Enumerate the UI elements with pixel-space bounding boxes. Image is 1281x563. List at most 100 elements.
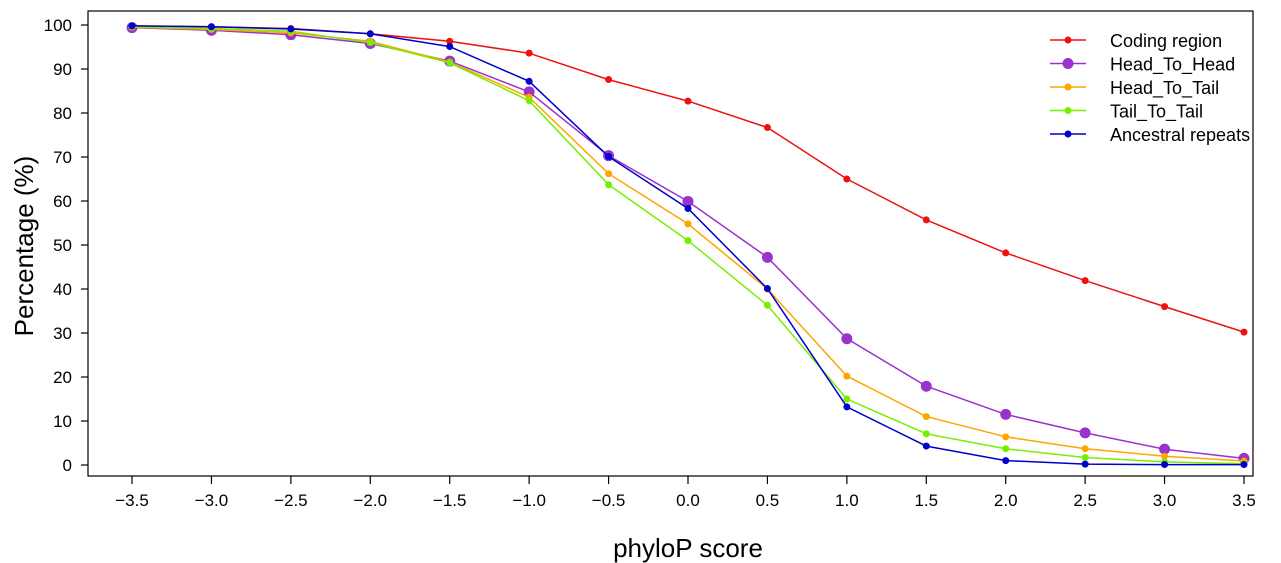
data-point (605, 76, 613, 84)
legend-marker (1064, 83, 1072, 91)
data-point (922, 413, 930, 421)
data-point (843, 175, 851, 183)
legend-marker (1064, 130, 1072, 138)
data-point (525, 49, 533, 57)
series-2 (128, 23, 1248, 465)
data-point (446, 43, 454, 51)
y-axis: 0 10 20 30 40 50 60 70 80 90 100 (44, 16, 88, 475)
legend-label: Head_To_Tail (1110, 78, 1219, 99)
x-axis-title: phyloP score (613, 533, 763, 563)
y-tick-label: 80 (53, 104, 72, 123)
data-point (763, 124, 771, 132)
data-point (684, 237, 692, 245)
data-point (446, 37, 454, 45)
x-axis: −3.5 −3.0 −2.5 −2.0 −1.5 −1.0 −0.5 0.0 0.5 1.0 1.5… (115, 476, 1256, 510)
data-point (1081, 454, 1089, 462)
y-tick-label: 40 (53, 280, 72, 299)
data-point (207, 23, 215, 31)
x-tick-label: 2.0 (994, 491, 1018, 510)
x-tick-label: −0.5 (592, 491, 626, 510)
series-line (131, 25, 1244, 466)
data-point (922, 442, 930, 450)
data-point (920, 380, 932, 392)
plot-frame (87, 10, 1254, 477)
x-tick-label: −1.0 (512, 491, 546, 510)
data-point (843, 403, 851, 411)
data-point (523, 86, 535, 98)
data-point (1240, 328, 1248, 336)
legend-label: Head_To_Head (1110, 55, 1235, 76)
y-tick-label: 100 (44, 16, 72, 35)
data-point (1161, 303, 1169, 311)
y-tick-label: 0 (63, 456, 72, 475)
data-point (1161, 452, 1169, 460)
y-tick-label: 30 (53, 324, 72, 343)
data-point (1240, 461, 1248, 469)
y-tick-label: 60 (53, 192, 72, 211)
data-point (841, 333, 853, 345)
x-tick-label: 0.5 (756, 491, 780, 510)
series-layer (126, 22, 1250, 469)
data-point (684, 97, 692, 105)
data-point (128, 22, 136, 30)
x-tick-label: 2.5 (1073, 491, 1097, 510)
y-tick-label: 50 (53, 236, 72, 255)
legend-item: Coding region (1050, 31, 1222, 51)
y-tick-label: 20 (53, 368, 72, 387)
legend-label: Tail_To_Tail (1110, 102, 1203, 123)
series-3 (128, 23, 1248, 468)
legend-marker (1062, 58, 1074, 69)
data-point (682, 195, 694, 207)
legend-item: Tail_To_Tail (1050, 102, 1203, 123)
series-0 (128, 22, 1248, 336)
legend-item: Head_To_Tail (1050, 78, 1219, 99)
data-point (605, 170, 613, 178)
data-point (1002, 457, 1010, 465)
data-point (843, 372, 851, 380)
x-tick-label: −3.5 (115, 491, 149, 510)
x-tick-label: −1.5 (433, 491, 467, 510)
y-tick-label: 10 (53, 412, 72, 431)
data-point (1002, 445, 1010, 453)
series-line (131, 26, 1245, 465)
x-tick-label: −2.5 (274, 491, 308, 510)
legend-marker (1064, 36, 1072, 44)
data-point (684, 220, 692, 228)
data-point (684, 204, 692, 212)
data-point (446, 59, 454, 67)
data-point (763, 301, 771, 309)
data-point (366, 30, 374, 38)
x-tick-label: −2.0 (354, 491, 388, 510)
x-tick-label: 0.0 (676, 491, 700, 510)
data-point (605, 181, 613, 189)
data-point (1002, 249, 1010, 257)
legend-label: Coding region (1110, 31, 1222, 51)
data-point (1079, 427, 1091, 439)
legend-item: Ancestral repeats (1050, 125, 1250, 145)
data-point (761, 251, 773, 263)
data-point (366, 39, 374, 47)
data-point (843, 395, 851, 403)
y-tick-label: 70 (53, 148, 72, 167)
x-tick-label: 3.0 (1153, 491, 1177, 510)
legend-item: Head_To_Head (1050, 55, 1235, 76)
data-point (1159, 443, 1171, 455)
x-tick-label: 3.5 (1232, 491, 1256, 510)
data-point (1002, 433, 1010, 441)
y-axis-title: Percentage (%) (9, 156, 39, 337)
x-tick-label: −3.0 (195, 491, 229, 510)
data-point (1081, 460, 1089, 468)
data-point (287, 25, 295, 33)
data-point (525, 77, 533, 85)
data-point (922, 430, 930, 438)
y-tick-label: 90 (53, 60, 72, 79)
data-point (1081, 445, 1089, 453)
series-line (131, 25, 1245, 333)
data-point (922, 216, 930, 224)
data-point (1000, 408, 1012, 420)
x-tick-label: 1.0 (835, 491, 859, 510)
x-tick-label: 1.5 (914, 491, 938, 510)
legend-marker (1064, 107, 1072, 114)
